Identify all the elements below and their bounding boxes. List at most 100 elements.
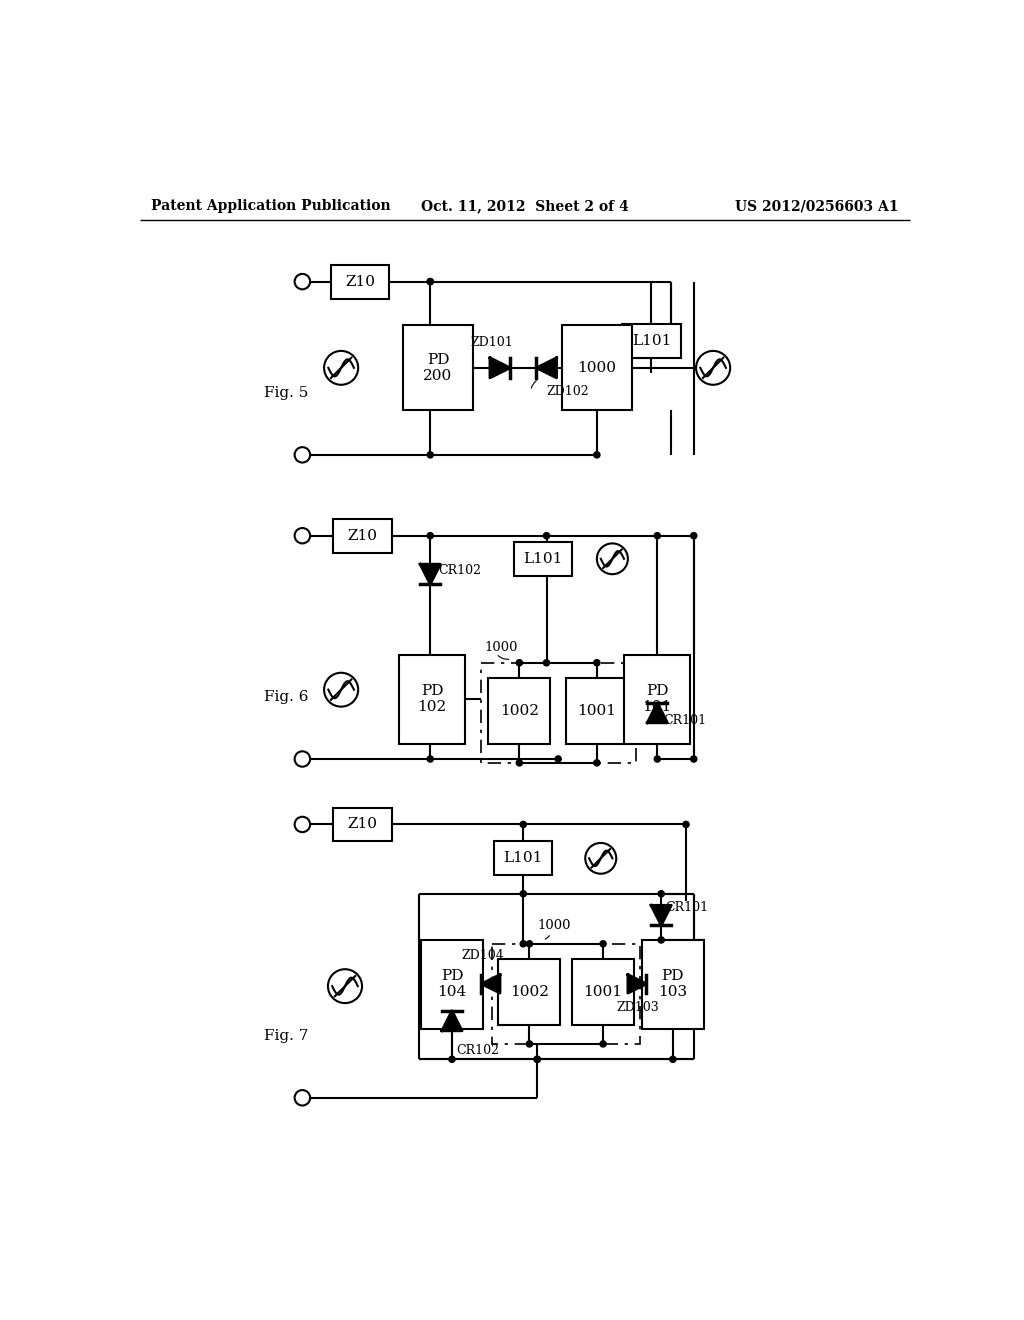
- Bar: [331, 264, 389, 298]
- Circle shape: [670, 1056, 676, 1063]
- Bar: [499, 960, 560, 1024]
- Text: 1001: 1001: [584, 985, 623, 999]
- Bar: [572, 960, 634, 1024]
- Text: L101: L101: [523, 552, 563, 566]
- Text: CR102: CR102: [456, 1044, 499, 1057]
- Circle shape: [600, 941, 606, 946]
- Text: US 2012/0256603 A1: US 2012/0256603 A1: [735, 199, 898, 213]
- Text: PD
200: PD 200: [423, 352, 453, 383]
- Polygon shape: [537, 358, 557, 378]
- Circle shape: [295, 447, 310, 462]
- Text: ZD103: ZD103: [616, 1001, 659, 1014]
- Circle shape: [520, 821, 526, 828]
- Circle shape: [690, 532, 697, 539]
- Polygon shape: [647, 702, 668, 723]
- Circle shape: [690, 756, 697, 762]
- Polygon shape: [489, 358, 510, 378]
- Circle shape: [449, 1056, 455, 1063]
- Text: 1001: 1001: [578, 704, 616, 718]
- Circle shape: [526, 1040, 532, 1047]
- Polygon shape: [651, 906, 672, 925]
- Text: Z10: Z10: [347, 817, 378, 832]
- Circle shape: [295, 751, 310, 767]
- Circle shape: [555, 756, 561, 762]
- Circle shape: [295, 528, 310, 544]
- Bar: [494, 841, 552, 875]
- Circle shape: [594, 760, 600, 766]
- Circle shape: [600, 1040, 606, 1047]
- Circle shape: [597, 544, 628, 574]
- Circle shape: [594, 451, 600, 458]
- Text: CR101: CR101: [664, 714, 707, 727]
- Bar: [488, 678, 550, 743]
- Text: 1002: 1002: [510, 985, 549, 999]
- Text: ZD104: ZD104: [462, 949, 505, 962]
- Circle shape: [520, 891, 526, 896]
- Circle shape: [324, 673, 358, 706]
- Circle shape: [516, 660, 522, 665]
- Circle shape: [526, 941, 532, 946]
- Circle shape: [295, 1090, 310, 1105]
- Circle shape: [544, 532, 550, 539]
- Bar: [403, 326, 473, 411]
- Text: PD
102: PD 102: [418, 684, 446, 714]
- Circle shape: [516, 760, 522, 766]
- Text: 1000: 1000: [578, 360, 616, 375]
- Bar: [566, 678, 628, 743]
- Text: PD
104: PD 104: [437, 969, 467, 999]
- Text: PD
103: PD 103: [658, 969, 687, 999]
- Text: Patent Application Publication: Patent Application Publication: [152, 199, 391, 213]
- Circle shape: [427, 279, 433, 285]
- Bar: [642, 940, 703, 1028]
- Text: Oct. 11, 2012  Sheet 2 of 4: Oct. 11, 2012 Sheet 2 of 4: [421, 199, 629, 213]
- Text: L101: L101: [503, 851, 543, 866]
- Circle shape: [535, 1056, 541, 1063]
- Circle shape: [427, 756, 433, 762]
- Text: Fig. 5: Fig. 5: [263, 387, 308, 400]
- Circle shape: [295, 817, 310, 832]
- Circle shape: [658, 891, 665, 896]
- Circle shape: [328, 969, 362, 1003]
- Bar: [624, 655, 690, 743]
- Circle shape: [295, 275, 310, 289]
- Circle shape: [535, 1056, 541, 1063]
- Text: PD
101: PD 101: [642, 684, 672, 714]
- Bar: [514, 543, 572, 576]
- Text: L101: L101: [632, 334, 671, 348]
- Text: ZD101: ZD101: [471, 335, 514, 348]
- Polygon shape: [481, 974, 500, 993]
- Bar: [334, 519, 391, 553]
- Circle shape: [324, 351, 358, 385]
- Circle shape: [594, 660, 600, 665]
- Bar: [562, 326, 632, 411]
- Polygon shape: [442, 1011, 462, 1031]
- Circle shape: [658, 937, 665, 942]
- Polygon shape: [628, 974, 646, 993]
- Bar: [334, 808, 391, 841]
- Circle shape: [683, 821, 689, 828]
- Circle shape: [427, 532, 433, 539]
- Circle shape: [427, 451, 433, 458]
- Text: Fig. 6: Fig. 6: [263, 690, 308, 705]
- Circle shape: [544, 660, 550, 665]
- Circle shape: [427, 279, 433, 285]
- Circle shape: [696, 351, 730, 385]
- Text: ZD102: ZD102: [547, 385, 589, 397]
- Circle shape: [654, 532, 660, 539]
- Bar: [480, 663, 636, 763]
- Bar: [623, 323, 681, 358]
- Text: Z10: Z10: [347, 529, 378, 543]
- Bar: [421, 940, 483, 1028]
- Circle shape: [520, 941, 526, 946]
- Text: 1000: 1000: [484, 640, 518, 653]
- Text: Fig. 7: Fig. 7: [263, 1030, 308, 1043]
- Text: Z10: Z10: [345, 275, 375, 289]
- Text: 1000: 1000: [538, 919, 571, 932]
- Bar: [399, 655, 465, 743]
- Polygon shape: [420, 564, 440, 585]
- Bar: [493, 944, 640, 1044]
- Text: CR101: CR101: [665, 902, 709, 915]
- Circle shape: [654, 756, 660, 762]
- Text: 1002: 1002: [500, 704, 539, 718]
- Text: CR102: CR102: [438, 564, 481, 577]
